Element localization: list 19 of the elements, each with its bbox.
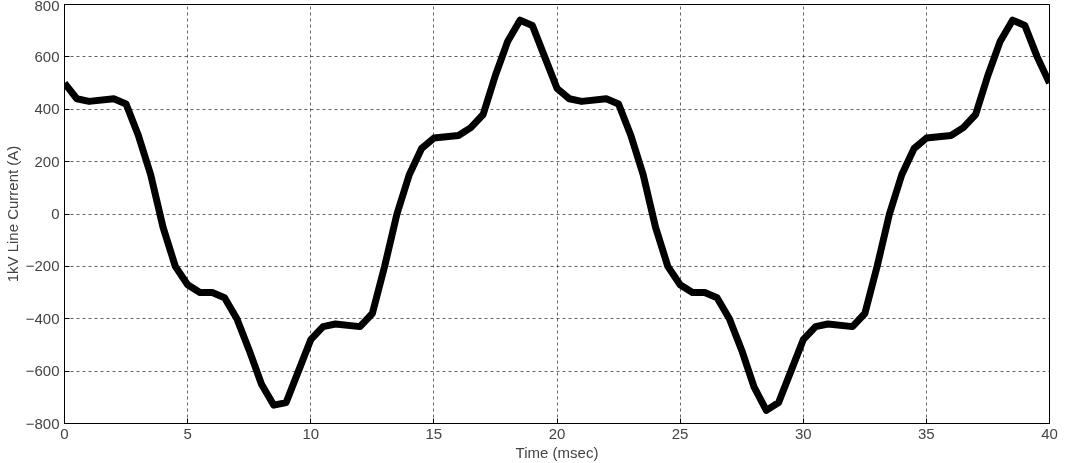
y-tick-label: −400 [25, 309, 60, 327]
x-tick-label: 40 [1041, 424, 1058, 442]
y-tick-label: −800 [25, 414, 60, 432]
y-tick-label: 400 [34, 100, 60, 118]
x-tick-label: 5 [183, 424, 192, 442]
x-axis-title: Time (msec) [515, 443, 599, 461]
y-tick-label: 800 [34, 0, 60, 14]
x-tick-label: 25 [671, 424, 689, 442]
y-tick-label: 0 [51, 205, 60, 222]
x-tick-label: 10 [302, 424, 320, 442]
x-tick-label: 20 [548, 424, 566, 442]
x-tick-label: 15 [425, 424, 443, 442]
x-tick-label: 30 [794, 424, 812, 442]
y-tick-label: −600 [25, 362, 60, 380]
y-tick-label: 600 [34, 47, 60, 65]
y-tick-label: −200 [25, 257, 60, 275]
x-tick-label: 35 [918, 424, 935, 442]
y-tick-label: 200 [34, 152, 60, 170]
y-axis-title: 1kV Line Current (A) [3, 145, 21, 283]
